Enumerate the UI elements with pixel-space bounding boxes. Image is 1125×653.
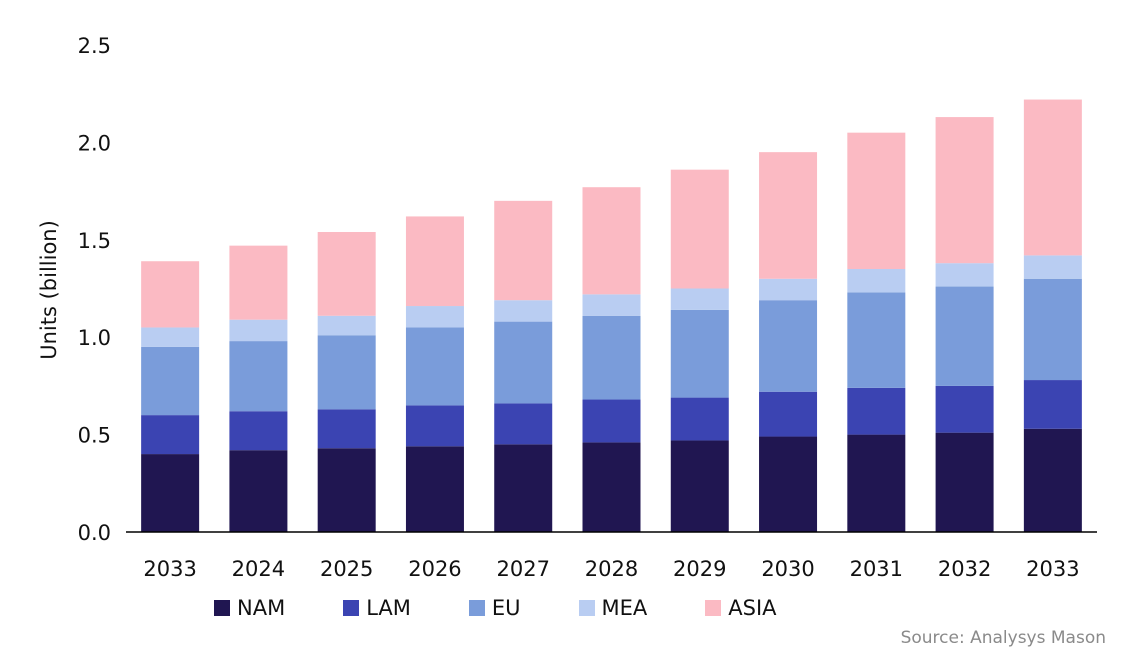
y-tick-label: 0.0 [78, 521, 111, 545]
y-tick-label: 0.5 [78, 424, 111, 448]
legend-label: MEA [601, 596, 648, 620]
x-tick-label: 2031 [850, 557, 903, 581]
bar-segment-eu-6 [670, 309, 729, 398]
y-tick-label: 1.0 [78, 326, 111, 350]
x-tick-label: 2033 [1026, 557, 1079, 581]
bar-segment-lam-0 [141, 415, 200, 455]
bar-segment-asia-8 [847, 132, 906, 270]
bar-segment-lam-9 [935, 385, 994, 433]
bar-segment-mea-1 [229, 319, 288, 342]
bar-segment-mea-2 [317, 315, 376, 336]
bar-segment-eu-8 [847, 292, 906, 388]
x-tick-label: 2029 [673, 557, 726, 581]
bar-segment-nam-8 [847, 434, 906, 532]
bar-segment-nam-3 [405, 446, 464, 532]
y-tick-label: 1.5 [78, 229, 111, 253]
legend-swatch [214, 600, 230, 616]
bar-segment-mea-6 [670, 288, 729, 310]
bar-segment-mea-10 [1023, 255, 1082, 279]
bar-segment-nam-5 [582, 442, 641, 532]
bar-segment-mea-5 [582, 294, 641, 316]
bar-segment-lam-5 [582, 399, 641, 443]
bar-segment-eu-5 [582, 315, 641, 400]
legend-item-eu: EU [468, 596, 521, 620]
legend-label: LAM [366, 596, 411, 620]
bar-segment-asia-0 [141, 261, 200, 328]
bar-segment-mea-3 [405, 306, 464, 328]
bar-segment-lam-1 [229, 411, 288, 451]
bar-segment-eu-7 [759, 300, 818, 392]
bar-segment-nam-2 [317, 448, 376, 532]
bar-segment-lam-8 [847, 387, 906, 435]
bar-segment-nam-1 [229, 450, 288, 532]
bar-segment-nam-0 [141, 454, 200, 532]
legend-swatch [468, 600, 485, 616]
bar-segment-lam-6 [670, 397, 729, 441]
bar-segment-eu-10 [1023, 278, 1082, 381]
bar-segment-lam-7 [759, 391, 818, 437]
bar-segment-nam-6 [670, 440, 729, 532]
x-tick-label: 2027 [497, 557, 550, 581]
bar-segment-lam-10 [1023, 380, 1082, 429]
y-tick-label: 2.5 [78, 34, 111, 58]
bar-segment-asia-7 [759, 152, 818, 279]
bar-segment-eu-9 [935, 286, 994, 386]
bar-segment-mea-0 [141, 327, 200, 347]
bar-segment-asia-1 [229, 245, 288, 320]
y-axis-ticks: 0.0 0.5 1.0 1.5 2.0 2.5 [78, 34, 111, 545]
legend: NAM LAM EU MEA ASIA [214, 596, 835, 620]
bar-segment-asia-5 [582, 187, 641, 295]
legend-swatch [343, 600, 360, 616]
bar-segment-eu-0 [141, 346, 200, 416]
x-tick-label: 2024 [232, 557, 285, 581]
y-axis-label: Units (billion) [37, 220, 61, 360]
bar-segment-mea-8 [847, 269, 906, 293]
bar-segment-eu-3 [405, 327, 464, 406]
bar-segment-asia-10 [1023, 99, 1082, 256]
bar-segment-asia-6 [670, 169, 729, 289]
bar-segment-asia-9 [935, 117, 994, 264]
bar-segment-lam-4 [494, 403, 553, 445]
bar-segment-mea-4 [494, 300, 553, 322]
x-tick-label: 2030 [761, 557, 814, 581]
x-tick-label: 2025 [320, 557, 373, 581]
bar-segment-asia-3 [405, 216, 464, 307]
bar-segment-asia-4 [494, 200, 553, 301]
legend-item-asia: ASIA [705, 596, 777, 620]
legend-swatch [705, 600, 722, 616]
bar-segment-nam-7 [759, 436, 818, 532]
bar-segment-nam-9 [935, 432, 994, 532]
x-tick-label: 2028 [585, 557, 638, 581]
bar-segment-nam-10 [1023, 428, 1082, 532]
bar-segment-mea-7 [759, 278, 818, 301]
x-tick-label: 2026 [408, 557, 461, 581]
bars-group [141, 99, 1082, 532]
legend-label: EU [491, 596, 521, 620]
source-note: Source: Analysys Mason [900, 628, 1106, 648]
bar-segment-lam-3 [405, 405, 464, 447]
bar-segment-eu-4 [494, 321, 553, 404]
x-tick-label: 2032 [938, 557, 991, 581]
x-tick-label: 2033 [143, 557, 196, 581]
bar-segment-lam-2 [317, 409, 376, 449]
bar-segment-eu-1 [229, 341, 288, 412]
y-tick-label: 2.0 [78, 131, 111, 155]
legend-item-mea: MEA [578, 596, 648, 620]
legend-item-nam: NAM [214, 596, 285, 620]
legend-label: NAM [237, 596, 286, 620]
legend-item-lam: LAM [343, 596, 411, 620]
bar-segment-asia-2 [317, 232, 376, 316]
bar-segment-mea-9 [935, 263, 994, 287]
bar-segment-nam-4 [494, 444, 553, 532]
legend-swatch [578, 600, 595, 616]
bar-segment-eu-2 [317, 335, 376, 410]
x-axis-ticks: 2033 2024 2025 2026 2027 2028 2029 2030 2031 2032… [143, 557, 1079, 581]
legend-label: ASIA [728, 596, 777, 620]
